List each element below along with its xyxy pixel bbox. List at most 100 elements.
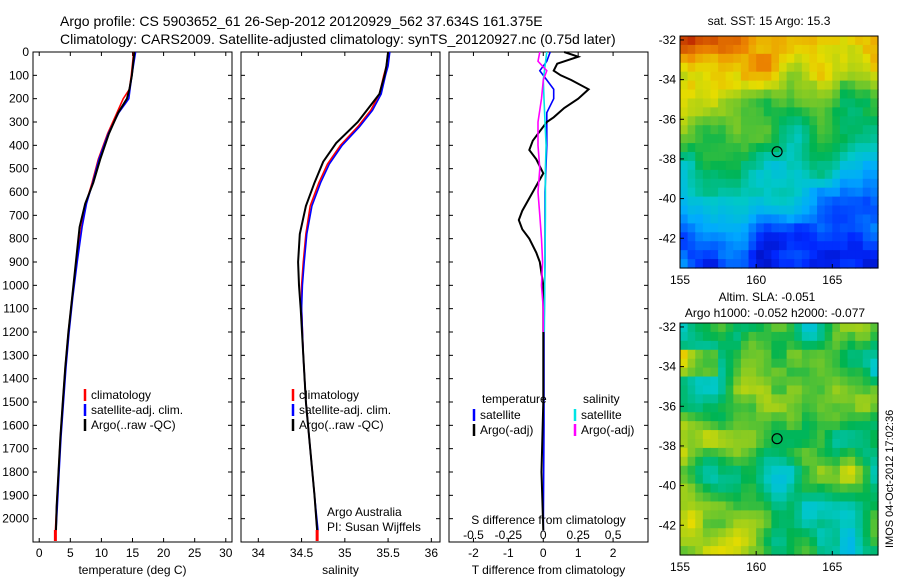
sst_map-cell: [817, 232, 826, 242]
sst_map-cell: [695, 178, 704, 189]
sst_map-cell: [740, 241, 750, 251]
sla_map-cell: [794, 519, 803, 529]
sst_map-cell: [779, 223, 788, 233]
sst_map-cell: [794, 223, 803, 233]
sst_map-cell: [855, 80, 864, 91]
sst_map-cell: [702, 187, 712, 198]
sla_map-cell: [832, 439, 841, 449]
sst_map-cell: [862, 36, 871, 46]
sst_map-cell: [801, 178, 811, 189]
sst_map-cell: [779, 232, 788, 242]
sst_map-cell: [725, 205, 734, 216]
sst_map-cell: [870, 98, 879, 108]
sst_map-cell: [756, 44, 765, 55]
sla_map-cell: [748, 519, 757, 529]
sst_map-cell: [824, 116, 833, 126]
sst_map-cell: [847, 178, 856, 189]
sst_map-cell: [725, 98, 734, 108]
sst_map-cell: [809, 36, 818, 46]
sla_map-cell: [809, 430, 818, 440]
sla_map-cell: [710, 430, 719, 440]
sla_map-cell: [779, 367, 788, 378]
sla_map-cell: [794, 367, 803, 378]
sla_map-cell: [839, 465, 849, 476]
sst_map-cell: [786, 36, 795, 46]
sst_map-cell: [824, 125, 833, 135]
sst_map-cell: [839, 214, 849, 224]
sla_map-cell: [763, 483, 772, 494]
sst_map-cell: [779, 152, 788, 162]
sst_map-cell: [839, 241, 849, 251]
sst_map-ytick-label: -34: [659, 73, 677, 87]
sst_map-cell: [725, 89, 734, 100]
sla_map-cell: [839, 447, 849, 458]
sla_map-cell: [687, 421, 696, 431]
sst_map-cell: [786, 80, 795, 91]
sst_map-cell: [733, 125, 742, 135]
sla_map-cell: [862, 412, 871, 422]
sst_map-cell: [740, 196, 750, 207]
sla_map-cell: [870, 430, 879, 440]
sst_map-cell: [809, 89, 818, 100]
sla_map-cell: [725, 358, 734, 369]
sla_map-cell: [809, 456, 818, 467]
header-line-2: Climatology: CARS2009. Satellite-adjuste…: [60, 31, 616, 47]
sst_map-cell: [870, 143, 879, 153]
sst_map-cell: [702, 89, 712, 100]
sla_map-cell: [702, 537, 712, 547]
temperature-legend-entry: climatology: [91, 388, 151, 402]
sla_map-cell: [702, 394, 712, 404]
sla_map-cell: [771, 447, 780, 458]
sst_map-cell: [832, 36, 841, 46]
sst_map-cell: [687, 259, 696, 269]
sst_map-cell: [702, 223, 712, 233]
sst_map-cell: [817, 134, 826, 144]
sst_map-cell: [710, 125, 719, 135]
sst_map-cell: [771, 223, 780, 233]
sla_map-xtick-label: 165: [822, 560, 842, 574]
sla_map-cell: [832, 537, 841, 547]
sla_map-cell: [855, 421, 864, 431]
sla_map-cell: [680, 331, 689, 342]
sla_map-cell: [725, 403, 734, 413]
sla_map-cell: [862, 331, 871, 342]
sst_map-cell: [801, 160, 811, 171]
sla_map-cell: [687, 430, 696, 440]
sst_map-cell: [817, 187, 826, 198]
sst_map-cell: [870, 107, 879, 117]
sla_map-cell: [855, 537, 864, 547]
sla_map-cell: [680, 528, 689, 538]
sla_map-cell: [687, 447, 696, 458]
sla_map-cell: [779, 456, 788, 467]
sst_map-cell: [702, 178, 712, 189]
sst_map-cell: [763, 169, 772, 180]
sst_map-cell: [710, 205, 719, 216]
sla_map-cell: [702, 421, 712, 431]
temperature-xtick-label: 10: [95, 546, 109, 560]
sla_map-cell: [794, 447, 803, 458]
sla_map-cell: [779, 510, 788, 520]
ytick-label: 800: [9, 232, 29, 246]
sst_map-cell: [748, 107, 757, 117]
sla_map-cell: [740, 403, 750, 413]
sst_map-cell: [748, 116, 757, 126]
sst_map-cell: [725, 62, 734, 73]
sst_map-cell: [824, 143, 833, 153]
sst_map-cell: [824, 214, 833, 224]
sla_map-cell: [748, 340, 757, 351]
sst_map-cell: [847, 259, 856, 269]
temperature-legend-entry: Argo(..raw -QC): [91, 418, 176, 432]
sst_map-cell: [817, 125, 826, 135]
sla_map-cell: [824, 412, 833, 422]
sla_map-cell: [680, 456, 689, 467]
sla_map-cell: [855, 546, 864, 556]
sla_map-cell: [680, 421, 689, 431]
sla_map-cell: [725, 456, 734, 467]
sla_map-cell: [733, 340, 742, 351]
sla_map-cell: [763, 474, 772, 485]
sla_map-cell: [763, 421, 772, 431]
sla_map-cell: [748, 546, 757, 556]
salinity-xtick-label: 35.5: [376, 546, 400, 560]
ytick-label: 500: [9, 162, 29, 176]
sla_map-cell: [817, 376, 826, 387]
